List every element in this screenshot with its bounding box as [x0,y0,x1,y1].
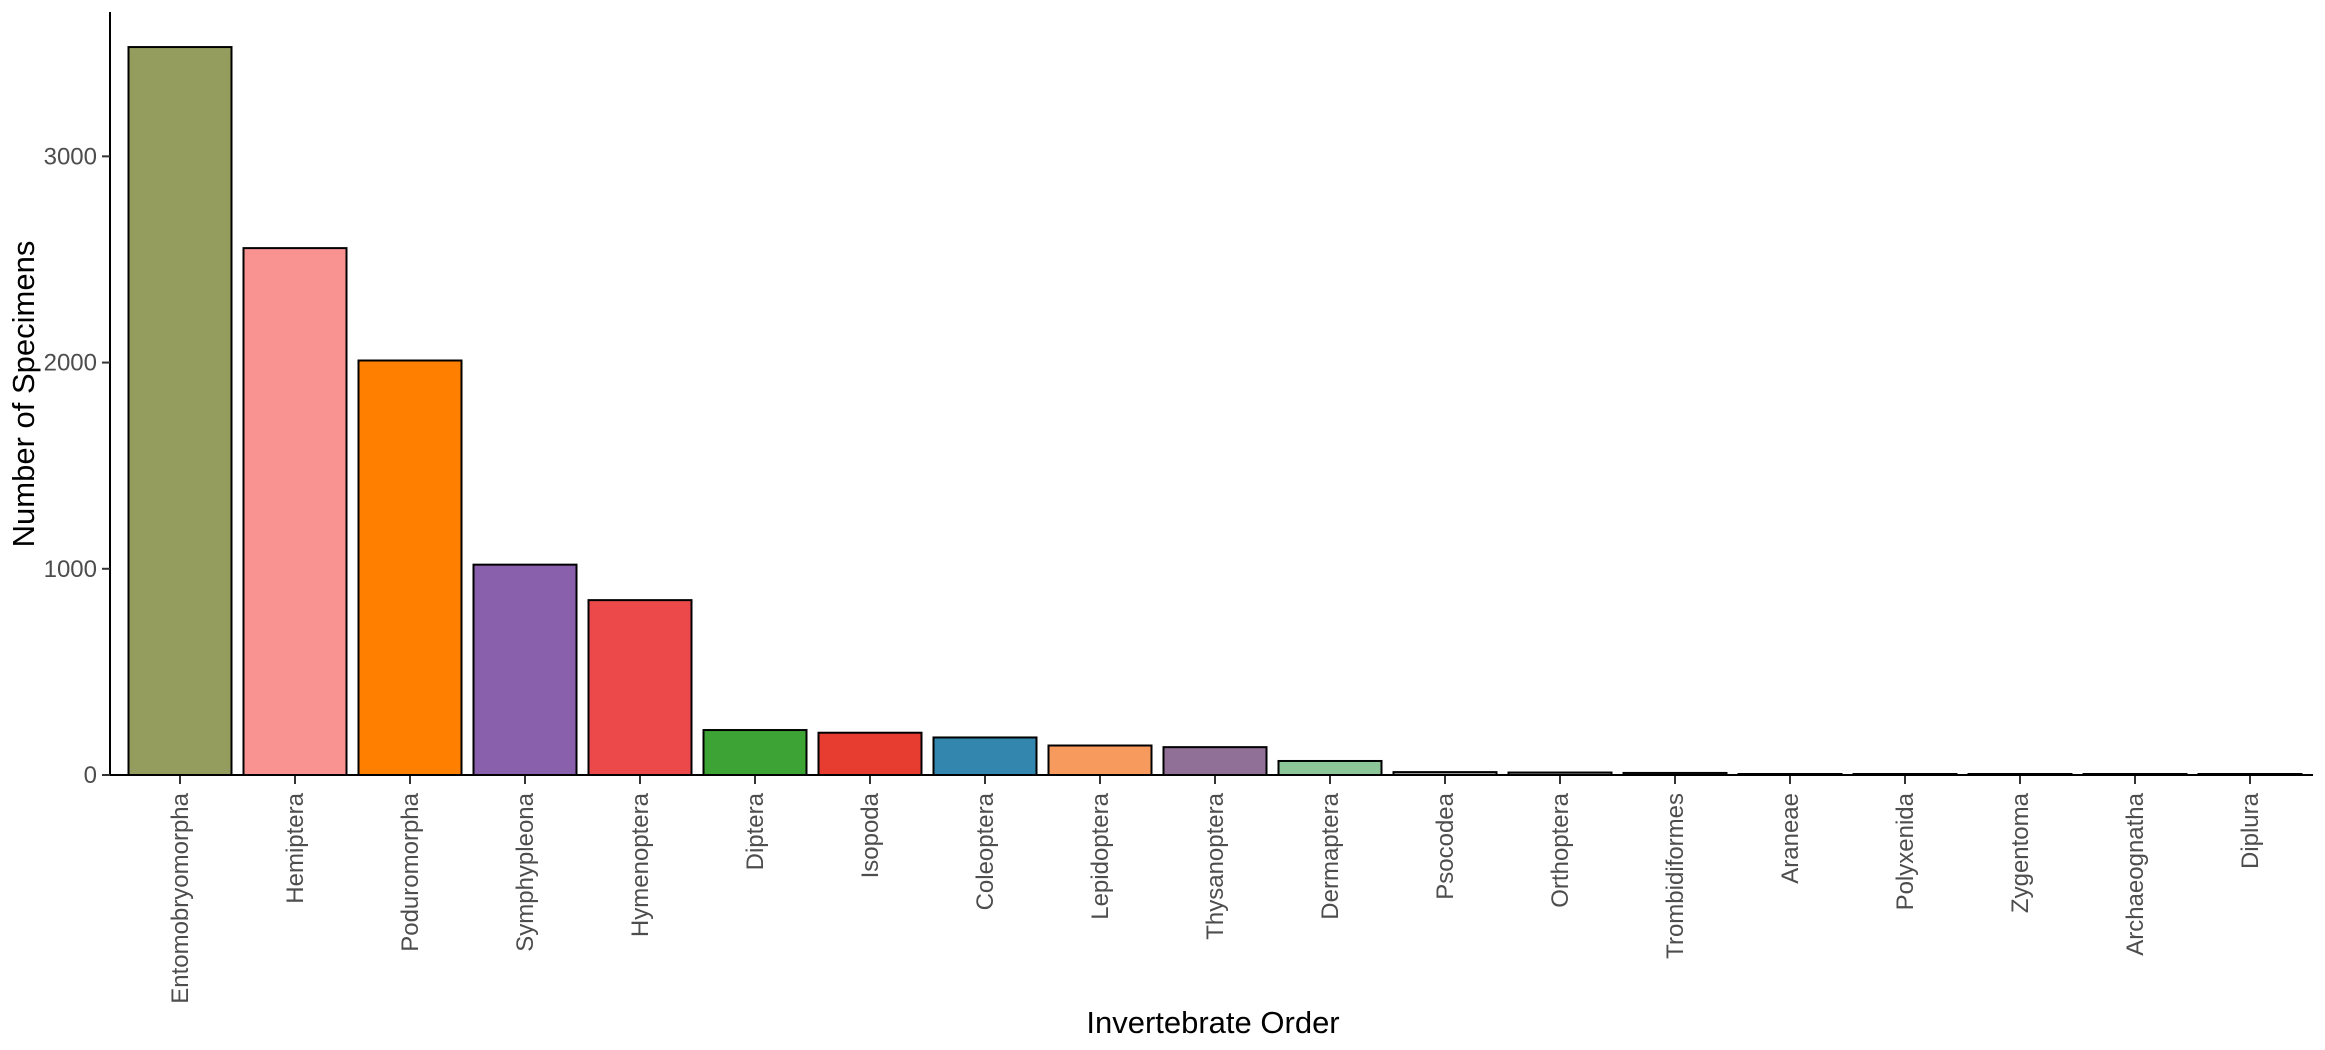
x-tick-label-diptera: Diptera [742,792,769,870]
bars-group [127,46,2303,777]
x-tick-label-isopoda: Isopoda [857,792,884,878]
bar-thysanoptera [1162,746,1268,777]
bar-symphypleona [472,563,578,777]
x-tick-label-archaeognatha: Archaeognatha [2122,792,2149,955]
x-tick-label-poduromorpha: Poduromorpha [397,792,424,951]
x-tick-label-psocodea: Psocodea [1432,792,1459,899]
x-tick-label-trombidiformes: Trombidiformes [1662,793,1689,959]
x-tick-label-hemiptera: Hemiptera [282,792,309,903]
x-tick-label-lepidoptera: Lepidoptera [1087,792,1114,919]
x-axis-title: Invertebrate Order [1086,1005,1339,1040]
bar-hymenoptera [587,599,693,777]
bar-hemiptera [242,247,348,777]
x-tick-label-entomobryomorpha: Entomobryomorpha [167,792,194,1003]
y-tick-label-0: 0 [84,762,97,789]
x-tick-label-dermaptera: Dermaptera [1317,792,1344,919]
bar-lepidoptera [1047,744,1153,777]
bar-coleoptera [932,736,1038,776]
y-tick-label-1000: 1000 [44,556,97,583]
y-tick-label-3000: 3000 [44,143,97,170]
x-tick-label-diplura: Diplura [2237,792,2264,869]
x-tick-label-hymenoptera: Hymenoptera [627,792,654,937]
x-axis: Entomobryomorpha Hemiptera Poduromorpha Sym… [110,774,2313,1004]
x-tick-label-thysanoptera: Thysanoptera [1202,792,1229,939]
bar-poduromorpha [357,359,463,776]
bar-entomobryomorpha [127,46,233,776]
bar-diptera [702,729,808,776]
x-tick-label-zygentoma: Zygentoma [2007,792,2034,913]
x-tick-label-coleoptera: Coleoptera [972,792,999,910]
x-tick-label-araneae: Araneae [1777,793,1804,884]
y-axis-title: Number of Specimens [6,241,41,548]
x-tick-label-orthoptera: Orthoptera [1547,792,1574,907]
bar-isopoda [817,731,923,776]
x-tick-label-symphypleona: Symphypleona [512,792,539,951]
x-tick-label-polyxenida: Polyxenida [1892,792,1919,910]
bar-dermaptera [1277,759,1383,776]
y-tick-label-2000: 2000 [44,350,97,377]
y-axis: 0 1000 2000 3000 [44,12,111,789]
